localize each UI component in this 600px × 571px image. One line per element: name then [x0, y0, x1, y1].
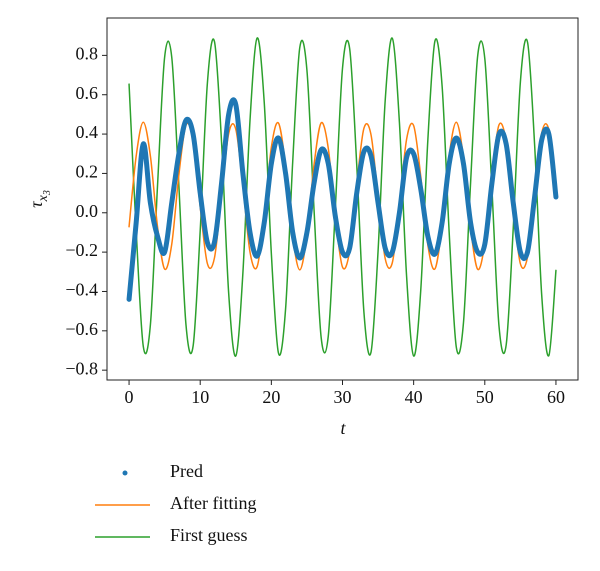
y-tick-label: −0.6 [65, 319, 98, 339]
y-label-subsub: 3 [42, 190, 53, 196]
x-tick-label: 60 [547, 387, 565, 407]
x-tick-label: 0 [125, 387, 134, 407]
x-tick-label: 10 [191, 387, 209, 407]
series-line [126, 97, 559, 302]
series-line [128, 37, 557, 357]
y-tick-label: −0.4 [65, 280, 98, 300]
y-tick-label: 0.2 [76, 162, 99, 182]
legend-label: After fitting [170, 493, 256, 513]
legend-marker [122, 470, 128, 476]
y-tick-label: −0.2 [65, 240, 98, 260]
y-label-base: τ [26, 201, 46, 208]
legend-label: Pred [170, 461, 203, 481]
y-tick-label: 0.8 [76, 44, 99, 64]
y-axis-label: τx3 [26, 190, 53, 208]
x-tick-label: 50 [476, 387, 494, 407]
x-tick-label: 30 [334, 387, 352, 407]
y-axis-label-text: τx3 [26, 190, 53, 208]
y-tick-label: 0.0 [76, 201, 99, 221]
x-tick-label: 40 [405, 387, 423, 407]
y-tick-label: 0.6 [76, 83, 99, 103]
x-tick-label: 20 [262, 387, 280, 407]
legend-label: First guess [170, 525, 248, 545]
y-label-sub: x [36, 194, 51, 202]
y-tick-label: −0.8 [65, 358, 98, 378]
x-axis-label: t [340, 418, 346, 438]
y-tick-label: 0.4 [76, 122, 99, 142]
